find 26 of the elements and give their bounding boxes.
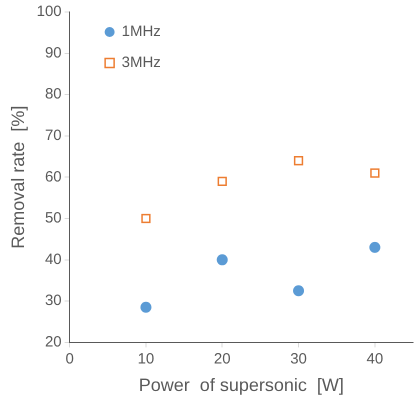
point	[369, 242, 380, 253]
y-tick-label: 70	[44, 127, 62, 144]
point	[140, 302, 152, 313]
point	[370, 168, 380, 178]
point	[141, 214, 151, 224]
x-tick-label: 20	[214, 350, 231, 368]
x-tick-label: 40	[366, 350, 384, 368]
y-tick-label: 80	[44, 86, 62, 103]
legend-label: 3MHz	[122, 54, 161, 72]
y-tick-label: 50	[44, 210, 62, 227]
y-tick-label: 30	[44, 292, 62, 310]
legend-label: 1MHz	[122, 23, 161, 40]
point	[293, 285, 304, 296]
y-tick-label: 40	[44, 250, 62, 268]
y-tick-label: 60	[44, 168, 62, 186]
y-tick-label: 90	[44, 44, 62, 62]
point	[218, 176, 227, 186]
x-tick-label: 10	[138, 350, 154, 368]
y-tick-label: 100	[36, 3, 62, 20]
y-tick-label: 20	[44, 334, 62, 351]
y-axis-title: Removal rate [%]	[8, 106, 28, 249]
point	[216, 254, 228, 266]
x-tick-label: 0	[65, 350, 74, 368]
point	[294, 156, 304, 166]
x-axis-title: Power of supersonic [W]	[138, 375, 344, 396]
x-tick-label: 30	[290, 350, 307, 368]
